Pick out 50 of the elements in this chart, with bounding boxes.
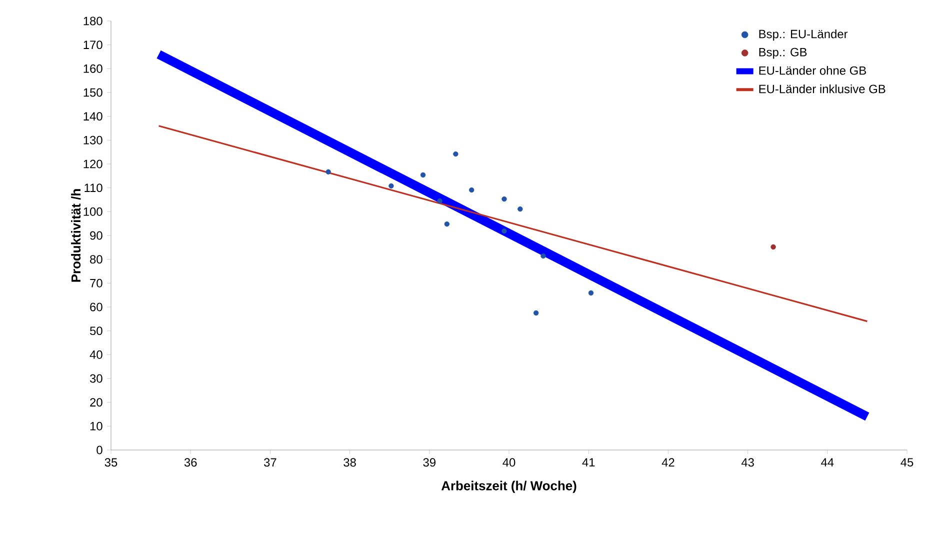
point <box>437 198 442 204</box>
point <box>388 183 394 189</box>
point <box>588 290 594 296</box>
legend-label: EU-Länder ohne GB <box>759 66 866 75</box>
x-axis-title: Arbeitszeit (h/ Woche) <box>441 480 576 493</box>
x-tick-label: 35 <box>104 458 118 467</box>
x-tick-label: 44 <box>821 458 834 466</box>
x-tick-label: 38 <box>344 458 356 467</box>
y-tick-label: 90 <box>90 231 102 240</box>
x-tick-label: 42 <box>662 458 674 467</box>
point <box>468 187 474 193</box>
x-tick-label: 36 <box>184 458 197 467</box>
y-tick-label: 150 <box>84 88 102 97</box>
y-axis-title: Produktivität /h <box>71 189 81 282</box>
y-tick-label: 50 <box>90 326 102 336</box>
x-tick-label: 37 <box>264 458 276 467</box>
point <box>444 221 450 227</box>
point <box>540 253 546 259</box>
point <box>420 172 426 178</box>
x-tick-label: 41 <box>582 458 595 466</box>
y-tick-label: 0 <box>96 446 102 454</box>
y-tick-label: 40 <box>90 350 102 359</box>
y-tick-label: 60 <box>90 302 102 312</box>
y-tick-label: 160 <box>84 64 102 73</box>
legend-label: Bsp.: EU-Länder <box>759 29 848 41</box>
x-tick-label: 39 <box>423 458 436 467</box>
point <box>518 206 523 212</box>
y-tick-label: 80 <box>90 255 102 264</box>
y-tick-label: 180 <box>84 16 102 26</box>
y-tick-label: 30 <box>90 374 102 383</box>
y-tick-label: 140 <box>84 112 102 121</box>
y-tick-label: 130 <box>84 136 102 144</box>
y-tick-label: 110 <box>84 184 102 192</box>
y-tick-label: 120 <box>84 160 102 168</box>
y-tick-label: 170 <box>84 40 102 50</box>
point <box>502 196 507 202</box>
legend-label: EU-Länder inklusive GB <box>759 84 886 94</box>
point <box>453 151 458 157</box>
x-tick-label: 40 <box>502 458 516 467</box>
x-tick-label: 45 <box>900 458 914 467</box>
x-tick-label: 43 <box>741 458 754 467</box>
point <box>770 244 776 250</box>
point <box>326 169 331 174</box>
y-tick-label: 20 <box>90 398 102 407</box>
point <box>502 228 507 234</box>
y-tick-label: 10 <box>90 422 102 430</box>
point <box>533 310 539 316</box>
legend-label: Bsp.: GB <box>759 48 807 59</box>
y-tick-label: 100 <box>84 207 102 216</box>
y-tick-label: 70 <box>90 278 102 288</box>
